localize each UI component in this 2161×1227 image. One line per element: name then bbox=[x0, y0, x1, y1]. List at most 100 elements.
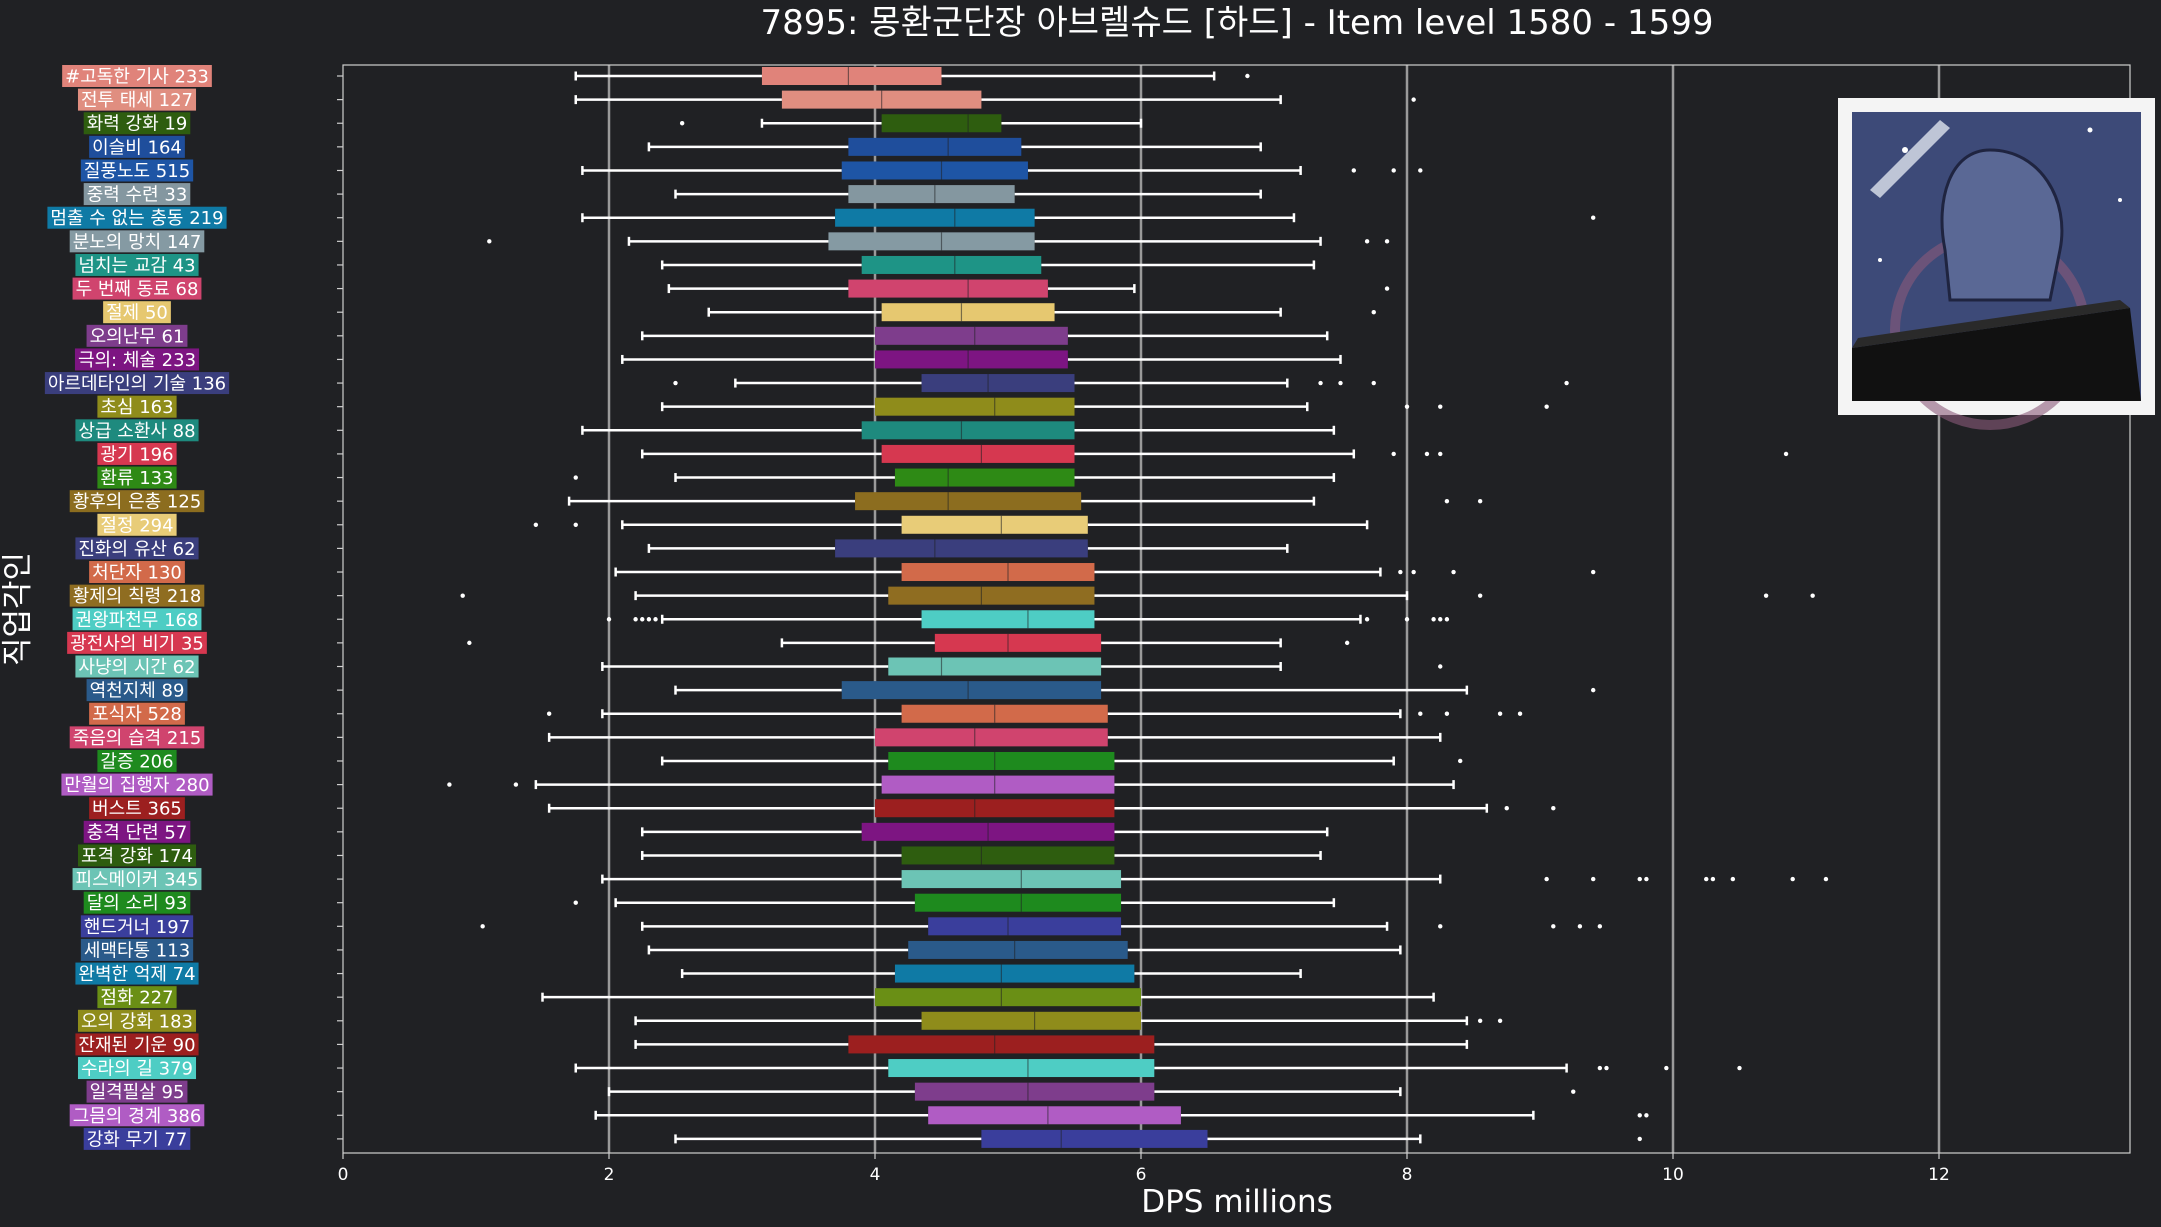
outlier-point bbox=[1477, 593, 1483, 598]
category-label-background bbox=[74, 348, 200, 371]
iqr-box bbox=[881, 775, 1115, 794]
category-label-row-7: 분노의 망치 147 bbox=[69, 230, 205, 253]
category-label: 충격 단련 57 bbox=[87, 822, 188, 843]
category-label: 권왕파천무 168 bbox=[76, 610, 199, 631]
outlier-point bbox=[1451, 569, 1456, 575]
category-label-row-44: 그믐의 경계 386 bbox=[69, 1104, 205, 1127]
iqr-box bbox=[848, 1035, 1155, 1054]
category-label-background bbox=[83, 891, 191, 914]
x-tick-label-12: 12 bbox=[1928, 1165, 1950, 1185]
category-label-background bbox=[97, 513, 177, 536]
iqr-box bbox=[875, 350, 1068, 369]
outlier-point bbox=[1351, 168, 1357, 173]
iqr-box bbox=[861, 255, 1042, 274]
category-label-background bbox=[72, 868, 202, 891]
category-label: 버스트 365 bbox=[92, 799, 182, 820]
category-label: 포식자 528 bbox=[92, 704, 182, 725]
category-label-background bbox=[77, 88, 197, 111]
box-row-42 bbox=[337, 1059, 1742, 1078]
outlier-point bbox=[1504, 806, 1509, 811]
category-label-row-39: 점화 227 bbox=[97, 986, 177, 1009]
outlier-point bbox=[1597, 1065, 1603, 1071]
category-label: 완벽한 억제 74 bbox=[78, 964, 195, 985]
category-label-background bbox=[89, 702, 185, 725]
box-row-20 bbox=[337, 539, 1289, 558]
inset-shooting-star bbox=[1870, 120, 1950, 198]
outlier-point bbox=[1704, 876, 1709, 882]
outlier-point bbox=[1591, 569, 1596, 575]
box-row-0 bbox=[337, 67, 1250, 85]
iqr-box bbox=[875, 988, 1141, 1007]
x-axis-ticks: 0 2 4 6 8 10 12 bbox=[338, 1153, 1950, 1185]
outlier-point bbox=[1790, 876, 1795, 882]
category-label: 광전사의 비기 35 bbox=[70, 633, 204, 654]
category-label-background bbox=[47, 206, 227, 229]
iqr-box bbox=[875, 326, 1068, 345]
outlier-point bbox=[480, 924, 485, 929]
category-label-background bbox=[75, 537, 199, 560]
category-label: 피스메이커 345 bbox=[76, 870, 199, 891]
box-row-45 bbox=[337, 1129, 1642, 1148]
iqr-box bbox=[875, 397, 1075, 416]
outlier-point bbox=[1591, 876, 1596, 882]
category-label-row-22: 황제의 칙령 218 bbox=[69, 584, 205, 607]
category-label-background bbox=[89, 797, 185, 820]
outlier-point bbox=[673, 380, 678, 386]
iqr-box bbox=[841, 681, 1102, 700]
outlier-point bbox=[1591, 687, 1596, 693]
category-label: 절제 50 bbox=[106, 303, 168, 324]
outlier-point bbox=[1438, 664, 1443, 669]
iqr-box bbox=[901, 515, 1088, 534]
outlier-point bbox=[1763, 593, 1769, 598]
box-row-28 bbox=[337, 728, 1442, 747]
outlier-point bbox=[1344, 640, 1350, 646]
box-row-43 bbox=[337, 1082, 1576, 1101]
iqr-box bbox=[881, 303, 1055, 322]
iqr-box bbox=[835, 208, 1035, 227]
category-label-background bbox=[89, 561, 185, 584]
category-label-background bbox=[97, 986, 177, 1009]
box-row-39 bbox=[337, 988, 1435, 1007]
iqr-box bbox=[894, 468, 1075, 487]
category-label-background bbox=[97, 395, 177, 418]
category-label-row-26: 역천지체 89 bbox=[86, 679, 188, 702]
category-label: 점화 227 bbox=[100, 988, 173, 1009]
inset-star-2 bbox=[2087, 127, 2093, 133]
category-label: 환류 133 bbox=[100, 468, 173, 489]
category-label-background bbox=[75, 419, 199, 442]
box-row-40 bbox=[337, 1011, 1503, 1030]
outlier-point bbox=[1604, 1065, 1609, 1071]
box-row-22 bbox=[337, 586, 1815, 605]
category-label-row-12: 극의: 체술 233 bbox=[74, 348, 200, 371]
category-label-row-31: 버스트 365 bbox=[89, 797, 185, 820]
box-row-26 bbox=[337, 681, 1596, 700]
y-axis-label: 직업각인 bbox=[0, 552, 36, 666]
box-row-19 bbox=[337, 515, 1369, 534]
box-row-5 bbox=[337, 185, 1262, 204]
iqr-box bbox=[855, 492, 1082, 511]
category-label-row-24: 광전사의 비기 35 bbox=[67, 631, 207, 654]
outlier-point bbox=[1497, 1018, 1503, 1023]
box-series bbox=[337, 67, 1829, 1148]
category-label-row-11: 오의난무 61 bbox=[86, 324, 188, 347]
category-label-row-8: 넘치는 교감 43 bbox=[75, 253, 199, 276]
x-tick-label-0: 0 bbox=[338, 1165, 349, 1185]
category-label-row-13: 아르데타인의 기술 136 bbox=[44, 372, 230, 395]
box-row-38 bbox=[337, 964, 1302, 983]
x-tick-label-2: 2 bbox=[604, 1165, 615, 1185]
category-label: 전투 태세 127 bbox=[81, 90, 193, 111]
iqr-box bbox=[901, 563, 1095, 582]
outlier-point bbox=[1391, 168, 1396, 173]
chart-title: 7895: 몽환군단장 아브렐슈드 [하드] - Item level 1580… bbox=[761, 3, 1714, 43]
iqr-box bbox=[901, 704, 1108, 723]
category-label-row-2: 화력 강화 19 bbox=[83, 112, 191, 135]
box-row-35 bbox=[337, 893, 1336, 912]
box-row-12 bbox=[337, 350, 1342, 369]
box-row-30 bbox=[337, 775, 1455, 794]
outlier-point bbox=[1571, 1089, 1576, 1094]
category-label-row-20: 진화의 유산 62 bbox=[75, 537, 199, 560]
category-label-background bbox=[83, 112, 191, 135]
category-label: 사냥의 시간 62 bbox=[78, 657, 195, 678]
